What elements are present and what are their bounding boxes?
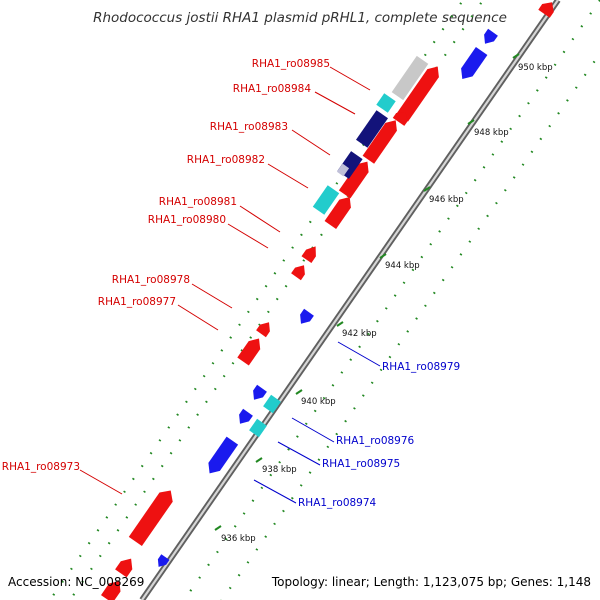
gene-features	[101, 2, 554, 600]
tick-mark	[379, 253, 387, 259]
gene-label-ro08981: RHA1_ro08981	[159, 196, 237, 208]
sequence-backbone	[139, 0, 561, 600]
tick-label: 936 kbp	[221, 534, 256, 544]
tick-mark	[255, 457, 263, 463]
cds-arrow-reverse	[484, 28, 498, 44]
topology-summary: Topology: linear; Length: 1,123,075 bp; …	[271, 575, 591, 589]
tick-label: 938 kbp	[262, 465, 297, 475]
cds-arrow-reverse	[239, 408, 253, 424]
tick-marks: 950 kbp 948 kbp 946 kbp 944 kbp 942 kbp …	[214, 53, 553, 544]
tick-label: 942 kbp	[342, 329, 377, 339]
dark-feature-bar	[356, 110, 388, 148]
gene-label-ro08976: RHA1_ro08976	[336, 435, 415, 447]
tick-label: 946 kbp	[429, 195, 464, 205]
tick-mark	[512, 53, 520, 59]
gene-label-ro08983: RHA1_ro08983	[210, 121, 288, 133]
gene-label-ro08985: RHA1_ro08985	[252, 58, 330, 70]
cds-arrow-forward	[324, 197, 351, 229]
cds-arrow-forward	[362, 120, 397, 164]
label-leader-lines	[79, 66, 381, 504]
tick-label: 944 kbp	[385, 261, 420, 271]
map-title: Rhodococcus jostii RHA1 plasmid pRHL1, c…	[93, 10, 507, 26]
rna-feature	[249, 418, 267, 438]
cds-arrow-forward	[115, 558, 133, 578]
tick-mark	[336, 321, 344, 327]
cds-arrow-reverse	[157, 554, 170, 567]
cds-arrow-forward	[291, 265, 305, 281]
rna-feature	[263, 394, 281, 414]
cds-arrow-forward	[128, 490, 173, 546]
cds-arrow-forward	[237, 338, 261, 366]
gene-label-ro08977: RHA1_ro08977	[98, 296, 176, 308]
cds-arrow-reverse	[208, 436, 239, 474]
backbone-highlight	[141, 0, 559, 600]
cds-arrow-forward	[538, 2, 554, 18]
tick-label: 950 kbp	[518, 63, 553, 73]
cds-arrow-forward	[396, 66, 439, 122]
rna-feature	[376, 93, 396, 113]
cds-arrow-forward	[301, 246, 316, 263]
tick-mark	[214, 525, 222, 531]
cds-arrow-reverse	[300, 308, 314, 324]
pseudo-gene-bar	[336, 163, 350, 177]
tick-label: 948 kbp	[474, 128, 509, 138]
rna-feature	[312, 185, 340, 215]
cds-arrow-forward	[338, 161, 369, 199]
gene-label-ro08984: RHA1_ro08984	[233, 83, 312, 95]
tick-mark	[467, 119, 475, 125]
tick-mark	[295, 389, 303, 395]
gene-label-ro08974: RHA1_ro08974	[298, 497, 377, 509]
tick-mark	[423, 186, 431, 192]
accession-text: Accession: NC_008269	[8, 575, 144, 589]
tick-label: 940 kbp	[301, 397, 336, 407]
gene-label-ro08975: RHA1_ro08975	[322, 458, 400, 470]
gene-label-ro08973: RHA1_ro08973	[2, 461, 80, 473]
gene-labels: RHA1_ro08985 RHA1_ro08984 RHA1_ro08983 R…	[2, 58, 460, 509]
cds-arrow-forward	[256, 322, 270, 338]
gene-label-ro08979: RHA1_ro08979	[382, 361, 460, 373]
cds-arrow-reverse	[253, 384, 267, 400]
cds-arrow-reverse	[461, 47, 488, 79]
pseudo-gene-bar	[391, 55, 429, 101]
cds-arrow-forward	[101, 581, 121, 600]
gene-label-ro08978: RHA1_ro08978	[112, 274, 190, 286]
cds-arrow-forward	[392, 112, 408, 126]
gene-label-ro08980: RHA1_ro08980	[148, 214, 226, 226]
gene-label-ro08982: RHA1_ro08982	[187, 154, 265, 166]
